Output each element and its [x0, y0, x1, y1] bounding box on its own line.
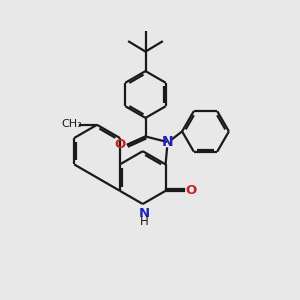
Text: O: O	[185, 184, 196, 197]
Text: H: H	[140, 215, 148, 228]
Text: O: O	[115, 138, 126, 152]
Text: CH₃: CH₃	[61, 119, 82, 129]
Text: N: N	[139, 207, 150, 220]
Text: N: N	[161, 135, 173, 149]
